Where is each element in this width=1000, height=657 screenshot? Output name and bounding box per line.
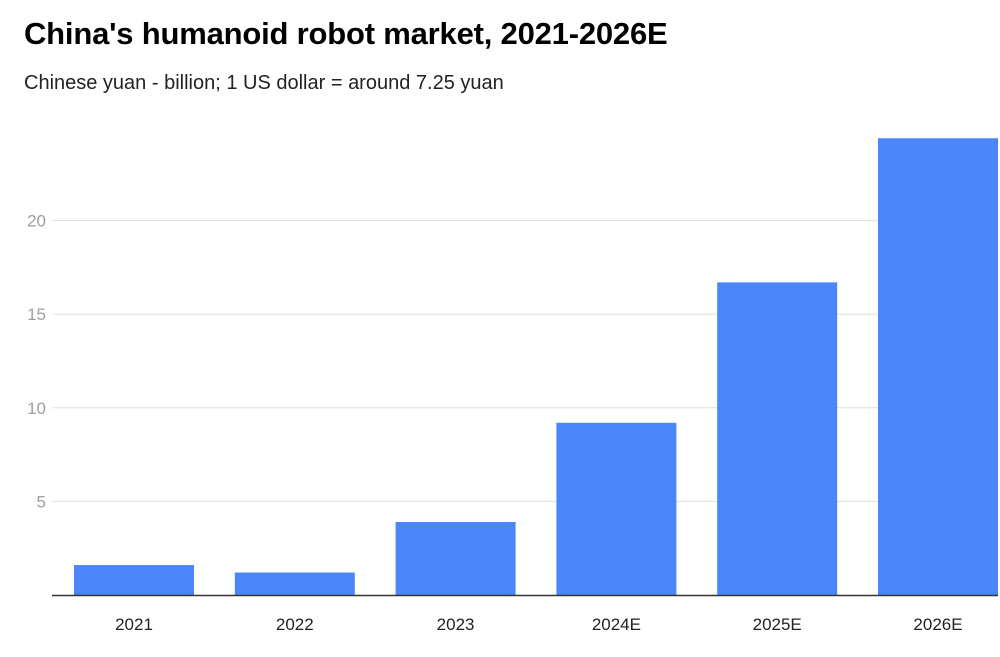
gridlines [52, 220, 998, 502]
y-tick-label: 5 [37, 492, 46, 511]
x-tick-label: 2021 [115, 615, 153, 634]
bars [74, 138, 998, 595]
bar-2023 [395, 521, 516, 595]
chart-title: China's humanoid robot market, 2021-2026… [24, 16, 668, 51]
x-tick-label: 2022 [276, 615, 314, 634]
bar-2022 [234, 572, 355, 595]
x-tick-labels: 2021 2022 2023 2024E 2025E 2026E [115, 615, 963, 634]
bar-2021 [74, 565, 194, 595]
y-tick-label: 10 [27, 399, 46, 418]
y-tick-label: 20 [27, 212, 46, 231]
bar-2025E [717, 282, 838, 595]
chart-subtitle: Chinese yuan - billion; 1 US dollar = ar… [24, 72, 504, 94]
x-tick-label: 2025E [753, 615, 802, 634]
x-tick-label: 2026E [913, 615, 962, 634]
bar-2026E [878, 138, 998, 595]
x-tick-label: 2024E [592, 615, 641, 634]
y-tick-label: 15 [27, 305, 46, 324]
y-tick-labels: 5 10 15 20 [27, 212, 46, 512]
x-tick-label: 2023 [437, 615, 475, 634]
bar-2024E [556, 422, 677, 595]
